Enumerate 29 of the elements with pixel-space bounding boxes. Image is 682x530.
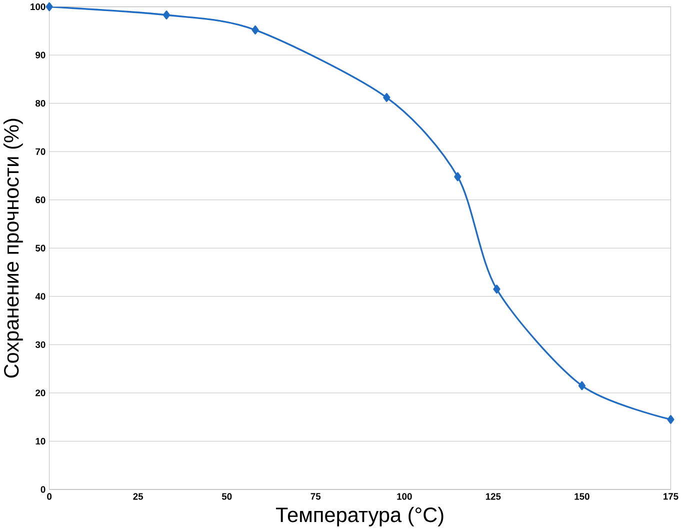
- point: [578, 381, 586, 390]
- x-tick-label: 175: [663, 493, 678, 500]
- point: [162, 10, 170, 20]
- point: [493, 284, 500, 294]
- y-tick-label: 90: [36, 52, 46, 58]
- y-tick-label: 70: [36, 148, 46, 156]
- x-tick-label: 50: [222, 493, 232, 500]
- y-tick-label: 100: [30, 4, 46, 10]
- x-tick-label: 150: [574, 493, 590, 500]
- x-tick-label: 0: [47, 493, 52, 500]
- y-tick-label: 20: [36, 390, 46, 396]
- y-axis-title: Сохранение прочности (%): [3, 118, 23, 378]
- point: [252, 26, 259, 35]
- y-tick-label: 10: [36, 438, 46, 445]
- point: [454, 172, 462, 182]
- y-tick-label: 50: [36, 244, 46, 252]
- x-tick-label: 125: [486, 493, 501, 500]
- y-tick-label: 40: [35, 293, 46, 300]
- x-tick-label: 100: [397, 493, 412, 500]
- x-tick-label: 25: [133, 493, 144, 500]
- x-tick-label: 75: [310, 493, 321, 500]
- y-tick-label: 30: [35, 341, 46, 348]
- y-tick-label: 80: [36, 100, 46, 107]
- y-tick-label: 0: [40, 486, 46, 493]
- y-tick-label: 60: [36, 196, 46, 204]
- point: [383, 93, 390, 102]
- point: [46, 2, 53, 12]
- x-axis-title: Температура (°C): [276, 507, 444, 526]
- point: [667, 415, 674, 424]
